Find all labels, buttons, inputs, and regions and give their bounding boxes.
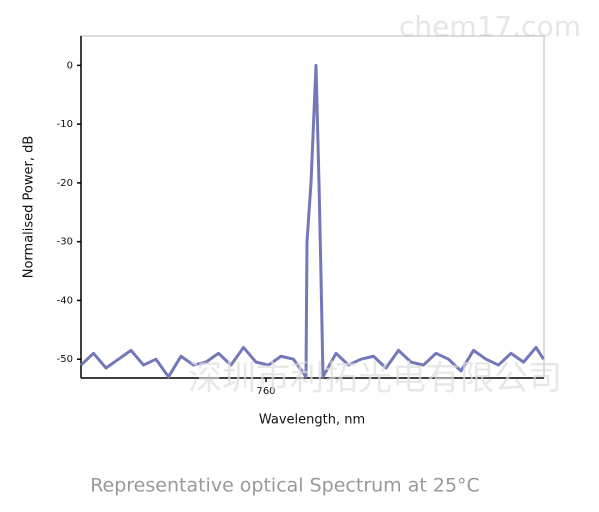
watermark: 深圳市利拓光电有限公司 (188, 359, 562, 399)
y-tick-label: 0 (67, 60, 73, 71)
y-tick-label: -30 (57, 237, 73, 248)
x-axis-label: Wavelength, nm (259, 413, 365, 428)
y-tick-label: -10 (57, 119, 73, 130)
caption: Representative optical Spectrum at 25°C (90, 475, 480, 497)
y-tick-label: -20 (57, 178, 73, 189)
watermark: chem17.com (399, 10, 581, 43)
plot-frame (80, 35, 545, 379)
spectrum-line (79, 63, 545, 379)
x-tick-label: 760 (256, 386, 275, 397)
y-tick-label: -40 (57, 295, 73, 306)
y-tick-label: -50 (57, 354, 73, 365)
y-axis-label: Normalised Power, dB (22, 136, 37, 279)
